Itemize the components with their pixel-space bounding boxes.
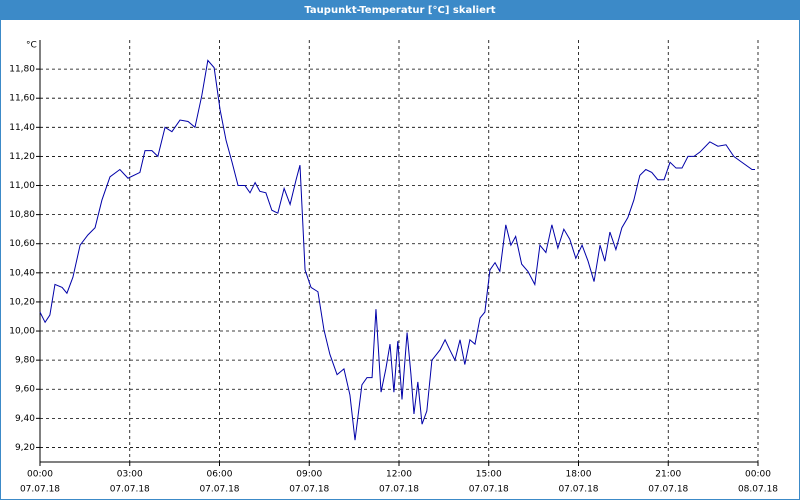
x-tick-date: 07.07.18: [20, 485, 60, 495]
x-tick-date: 07.07.18: [110, 485, 150, 495]
y-tick-label: 10,60: [9, 239, 35, 249]
y-tick-label: 11,20: [9, 152, 35, 162]
x-tick-date: 07.07.18: [558, 485, 598, 495]
data-line: [39, 59, 756, 441]
x-tick-date: 07.07.18: [289, 485, 329, 495]
x-tick-label: 18:00: [566, 470, 592, 480]
x-tick-label: 00:00: [745, 470, 771, 480]
title-bar: [0, 0, 800, 20]
x-tick-label: 21:00: [655, 470, 681, 480]
x-tick-date: 07.07.18: [469, 485, 509, 495]
y-tick-label: 10,80: [9, 210, 35, 220]
x-tick-date: 07.07.18: [648, 485, 688, 495]
x-tick-label: 06:00: [207, 470, 233, 480]
y-tick-label: 9,80: [15, 356, 35, 366]
x-tick-label: 09:00: [296, 470, 322, 480]
y-tick-label: 9,20: [15, 443, 35, 453]
y-tick-label: 9,40: [15, 414, 35, 424]
x-tick-label: 00:00: [27, 470, 53, 480]
y-tick-label: 11,80: [9, 65, 35, 75]
y-unit: °C: [26, 41, 37, 51]
y-tick-label: 11,00: [9, 181, 35, 191]
y-tick-label: 11,60: [9, 94, 35, 104]
x-tick-label: 15:00: [476, 470, 502, 480]
x-tick-date: 07.07.18: [199, 485, 239, 495]
y-tick-label: 10,20: [9, 297, 35, 307]
x-tick-label: 12:00: [386, 470, 412, 480]
y-tick-label: 10,40: [9, 268, 35, 278]
chart-title: Taupunkt-Temperatur [°C] skaliert: [304, 5, 495, 16]
y-tick-label: 11,40: [9, 123, 35, 133]
y-tick-label: 10,00: [9, 327, 35, 337]
y-tick-label: 9,60: [15, 385, 35, 395]
x-tick-label: 03:00: [117, 470, 143, 480]
x-tick-date: 08.07.18: [738, 485, 778, 495]
x-tick-date: 07.07.18: [379, 485, 419, 495]
